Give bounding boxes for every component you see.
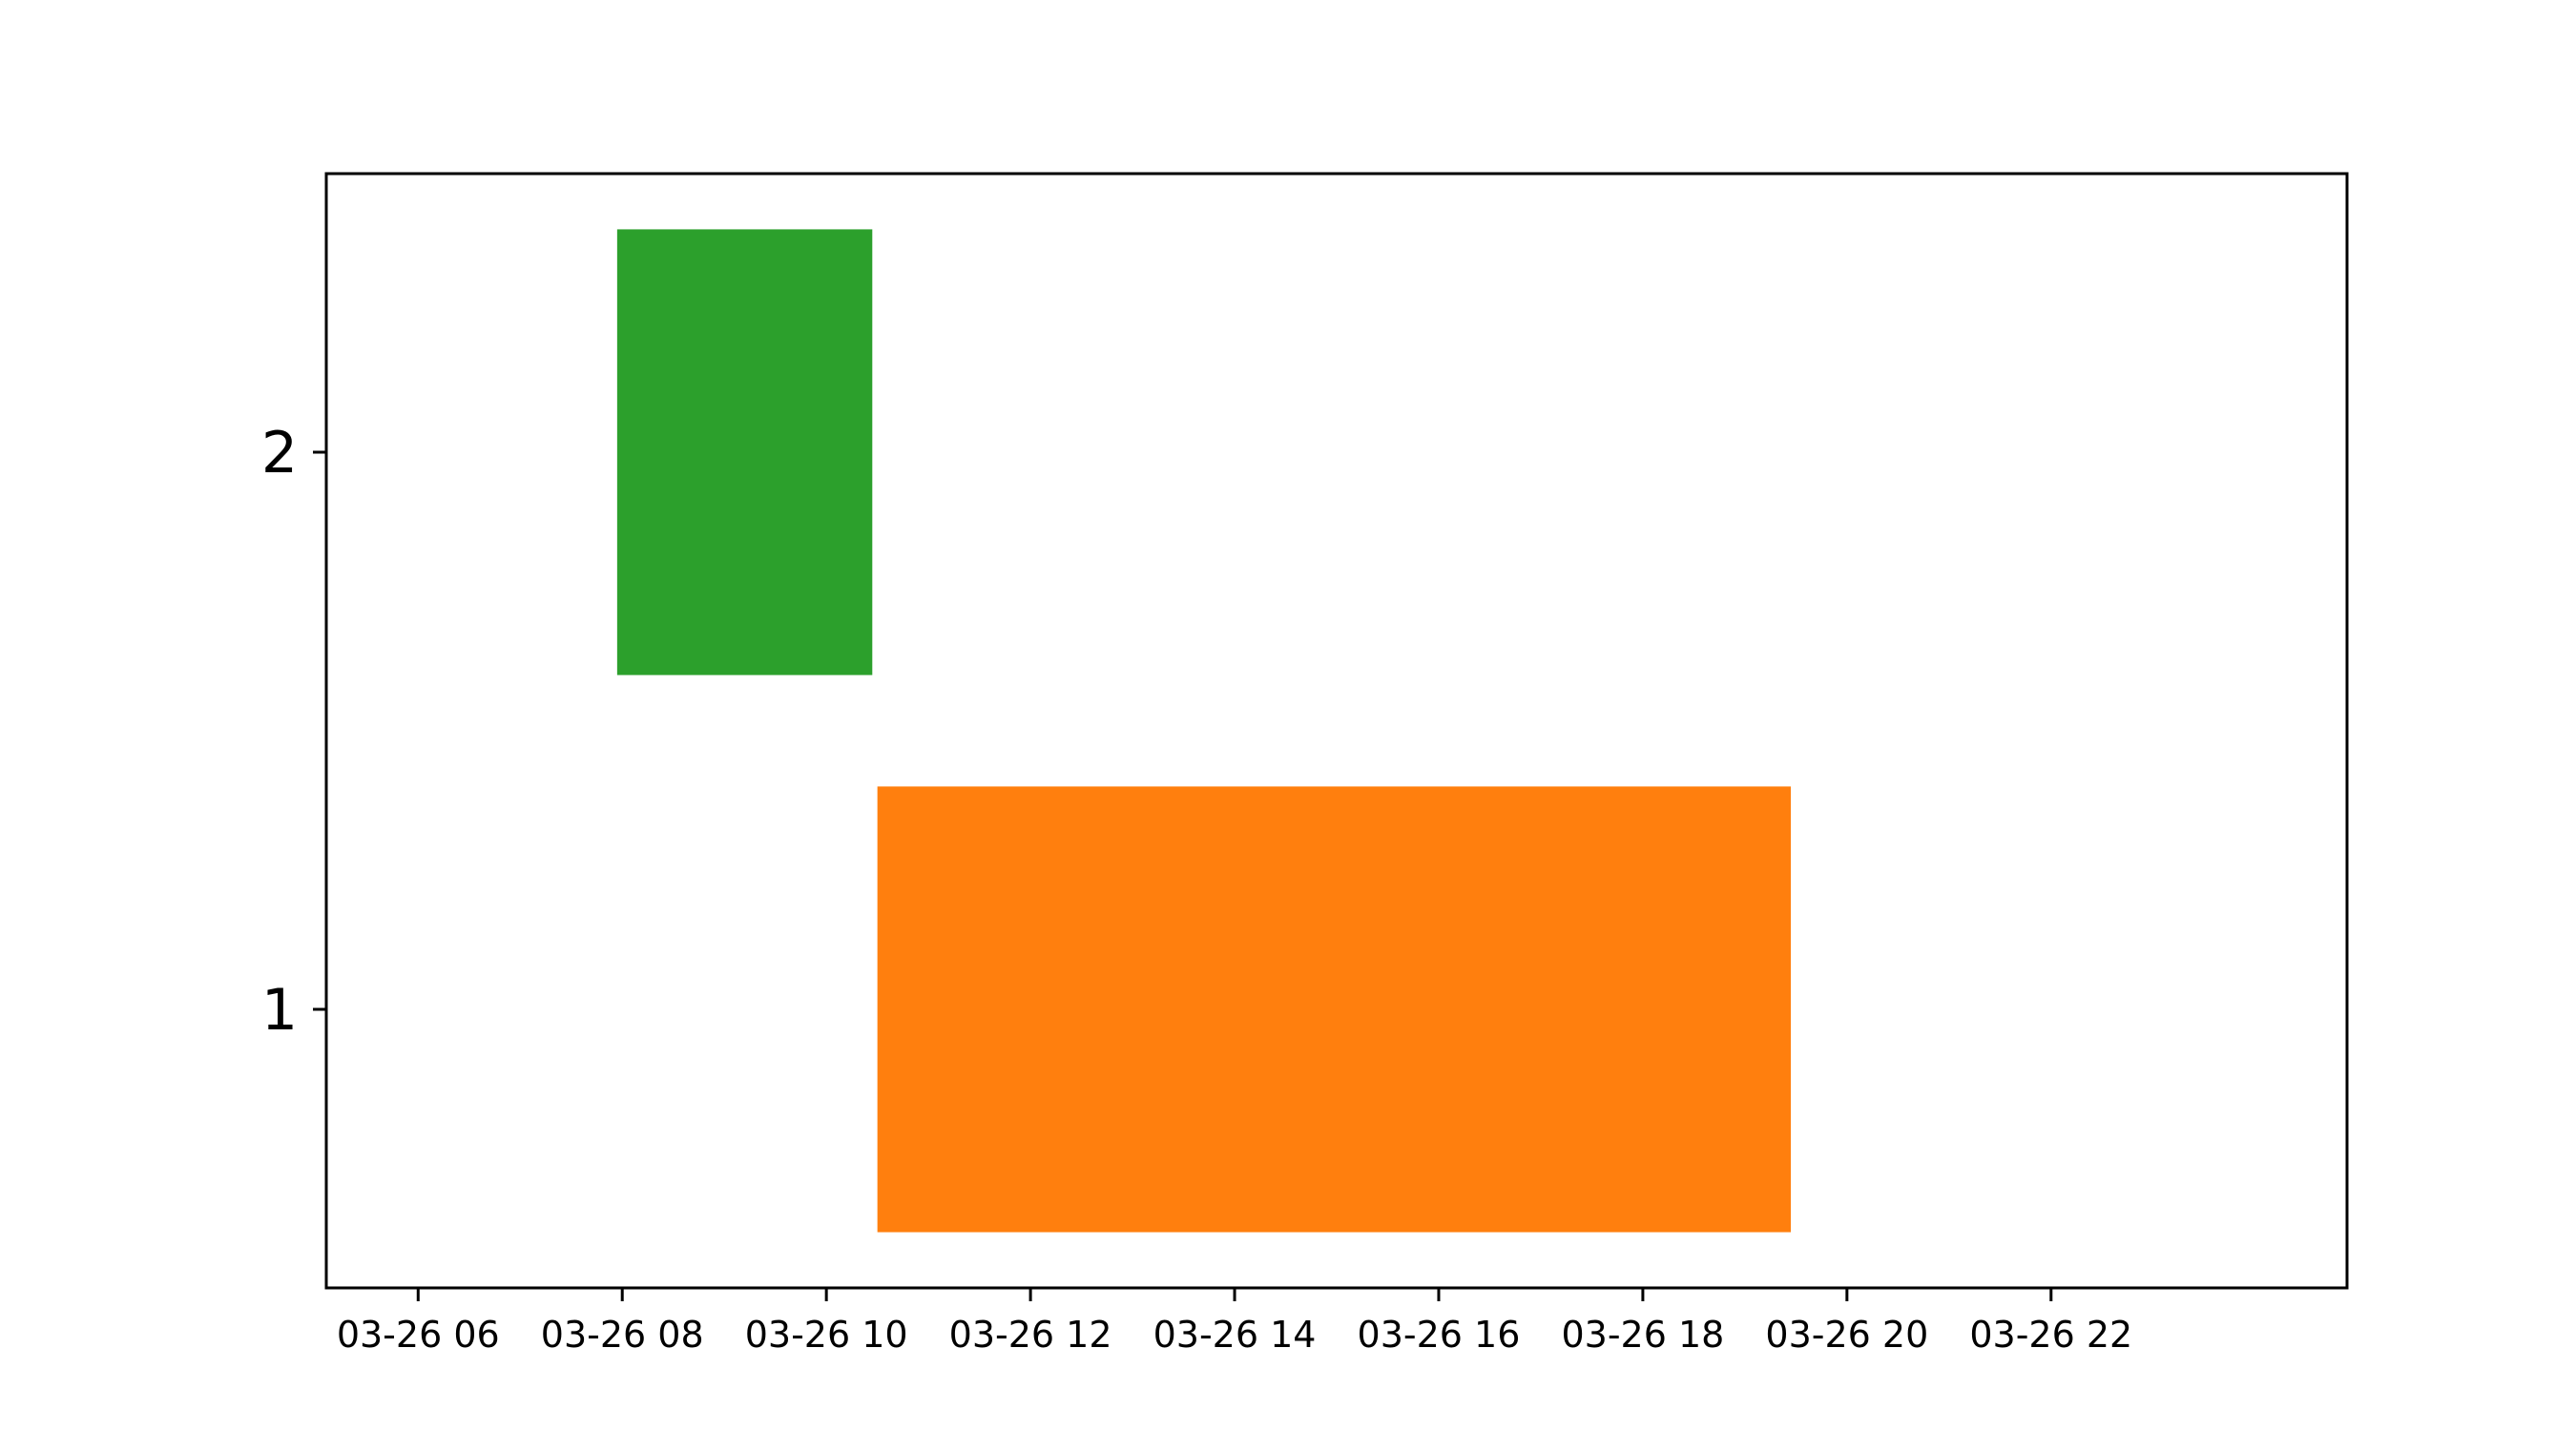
x-tick-label-4: 03-26 14	[1153, 1314, 1317, 1356]
x-tick-label-0: 03-26 06	[337, 1314, 500, 1356]
x-tick-label-3: 03-26 12	[949, 1314, 1112, 1356]
x-tick-label-8: 03-26 22	[1969, 1314, 2132, 1356]
y-tick-label-0: 1	[261, 977, 298, 1044]
x-tick-label-5: 03-26 16	[1358, 1314, 1521, 1356]
x-tick-label-7: 03-26 20	[1765, 1314, 1928, 1356]
bar-1	[877, 786, 1792, 1233]
x-axis-ticks: 03-26 06 03-26 08 03-26 10 03-26 12 03-26 14…	[337, 1288, 2132, 1356]
y-axis-ticks: 12	[261, 420, 326, 1044]
y-tick-label-1: 2	[261, 420, 298, 487]
x-tick-label-2: 03-26 10	[745, 1314, 908, 1356]
plot-frame	[324, 172, 2349, 1290]
x-tick-label-6: 03-26 18	[1561, 1314, 1724, 1356]
bar-0	[616, 229, 873, 675]
bars-group	[616, 229, 1792, 1233]
x-tick-label-1: 03-26 08	[541, 1314, 704, 1356]
